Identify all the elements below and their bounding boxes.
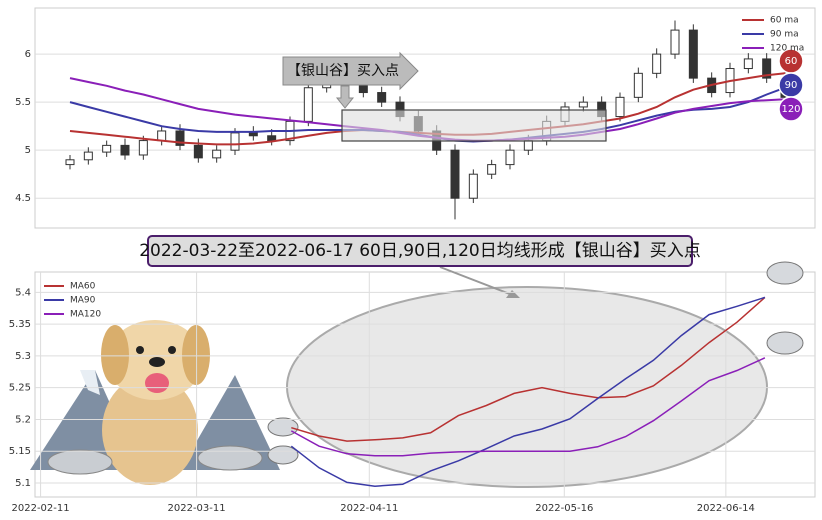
candle-body [83, 151, 93, 161]
pointer-line [439, 266, 516, 297]
legend-label: 60 ma [770, 16, 799, 26]
pointer-head [506, 290, 520, 298]
candle-body [487, 164, 497, 175]
banner-title: 2022-03-22至2022-06-17 60日,90日,120日均线形成【银… [139, 241, 701, 261]
y-tick-label: 6 [25, 49, 31, 60]
y-tick-label: 5.4 [15, 287, 31, 298]
candle-body [230, 132, 240, 151]
candle-body [248, 132, 258, 137]
annotation: 【银山谷】买入点 [287, 63, 399, 79]
dog-eye [168, 346, 176, 354]
candle-body [175, 130, 185, 146]
dog-ear [101, 325, 129, 385]
legend-label: MA90 [70, 296, 96, 306]
legend-label: MA60 [70, 282, 96, 292]
y-tick-label: 5.25 [9, 383, 31, 394]
ingot [267, 417, 299, 437]
bottom-layer: 5.1 5.15 5.2 5.25 5.3 5.35 5.4 2022-02-11 2022-0… [9, 272, 815, 514]
y-tick-label: 5.35 [9, 319, 31, 330]
y-tick-label: 5.2 [15, 414, 31, 425]
candle-body [523, 140, 533, 151]
y-tick-label: 5.15 [9, 446, 31, 457]
ingot [766, 261, 804, 285]
badge-label: 120 [781, 104, 800, 115]
legend-label: MA120 [70, 310, 101, 320]
candle-body [450, 149, 460, 199]
y-tick-label: 5 [25, 145, 31, 156]
candle-body [633, 72, 643, 98]
badge-label: 60 [785, 56, 798, 67]
candle-body [120, 144, 130, 156]
y-tick-label: 5.3 [15, 351, 31, 362]
legend-label: 90 ma [770, 30, 799, 40]
candle-body [138, 140, 148, 156]
y-tick-label: 4.5 [15, 193, 31, 204]
dog-tongue [145, 373, 169, 393]
candle-body [303, 87, 313, 122]
ingot [197, 445, 263, 471]
x-tick-label: 2022-03-11 [168, 503, 226, 514]
candle-body [652, 53, 662, 74]
candle-body [578, 101, 588, 108]
candle-body [267, 135, 277, 142]
candle-body [505, 149, 515, 166]
candle-body [212, 149, 222, 159]
highlight-ellipse [286, 286, 768, 488]
candle-body [743, 58, 753, 70]
mountain [180, 375, 280, 470]
mountain-snow [80, 370, 100, 395]
candle-body [615, 96, 625, 118]
decoration [30, 261, 804, 485]
candle-body [670, 29, 680, 55]
ingot [47, 449, 113, 475]
candle-body [102, 144, 112, 153]
badge [778, 96, 804, 122]
dog-nose [149, 357, 165, 367]
ma-line [291, 296, 766, 442]
dog-ear [182, 325, 210, 385]
ma-line [290, 357, 766, 457]
banner [147, 235, 693, 267]
x-tick-label: 2022-02-11 [12, 503, 70, 514]
candle-body [688, 29, 698, 79]
candle-body [377, 92, 387, 103]
ingot [267, 445, 299, 465]
candle-body [65, 159, 75, 166]
dog-eye [136, 346, 144, 354]
candle-body [157, 130, 167, 142]
x-tick-label: 2022-04-11 [340, 503, 398, 514]
x-tick-label: 2022-05-16 [535, 503, 593, 514]
candle-body [762, 58, 772, 79]
highlight-box [341, 109, 607, 142]
badge-label: 90 [785, 80, 798, 91]
dog-body [102, 375, 198, 485]
ingot [766, 331, 804, 355]
ma-line [290, 296, 766, 487]
annotation-arrow [282, 51, 419, 91]
legend-label: 120 ma [770, 44, 804, 54]
x-tick-label: 2022-06-14 [697, 503, 755, 514]
y-tick-label: 5.5 [15, 97, 31, 108]
candle-body [468, 173, 478, 199]
y-tick-label: 5.1 [15, 478, 31, 489]
down-arrow [335, 85, 355, 109]
candle-body [193, 144, 203, 159]
